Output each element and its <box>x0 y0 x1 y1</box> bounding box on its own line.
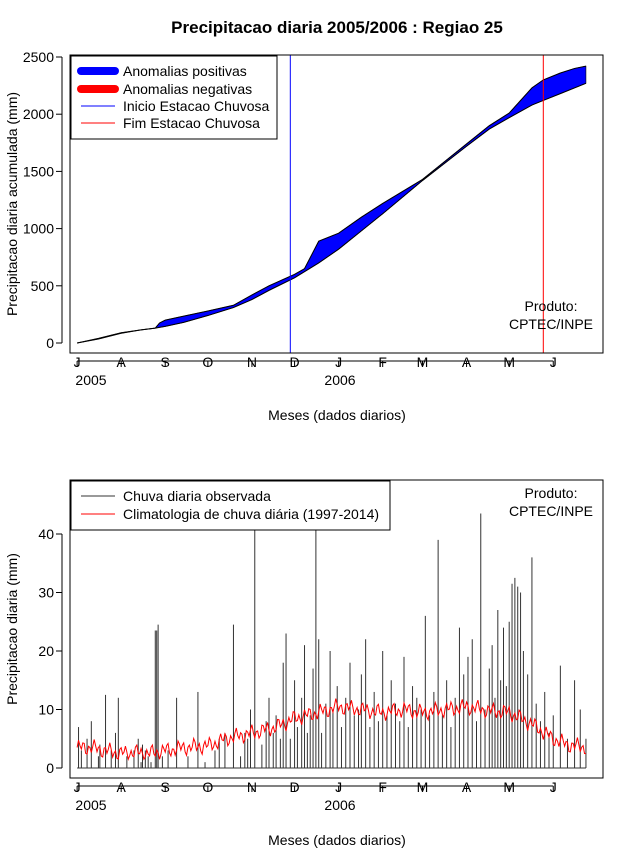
bottom-x-tick-label: J <box>550 779 557 795</box>
bottom-x-tick-label: O <box>202 779 213 795</box>
legend-label-start: Inicio Estacao Chuvosa <box>123 98 270 114</box>
bottom-year-label-2006: 2006 <box>324 797 355 813</box>
top-y-tick-label: 1000 <box>23 221 54 237</box>
bottom-y-axis-label: Precipitacao diaria (mm) <box>4 553 20 705</box>
legend-label-positive: Anomalias positivas <box>123 63 247 79</box>
bottom-x-tick-label: S <box>161 779 170 795</box>
top-annotation-line2: CPTEC/INPE <box>509 316 593 332</box>
climatology-line <box>76 698 586 761</box>
bottom-x-tick-label: M <box>503 779 515 795</box>
bottom-x-tick-label: D <box>290 779 300 795</box>
bottom-x-tick-label: A <box>116 779 126 795</box>
top-y-tick-label: 1500 <box>23 163 54 179</box>
bottom-y-tick-label: 30 <box>38 585 54 601</box>
bottom-annotation-line2: CPTEC/INPE <box>509 503 593 519</box>
top-x-tick-label: J <box>74 354 81 370</box>
bottom-y-tick-label: 10 <box>38 702 54 718</box>
top-y-tick-label: 2000 <box>23 106 54 122</box>
top-x-tick-label: M <box>503 354 515 370</box>
top-x-tick-label: J <box>335 354 342 370</box>
top-year-label-2005: 2005 <box>75 372 106 388</box>
bottom-legend-box <box>70 480 391 531</box>
bottom-plot-frame <box>69 479 604 779</box>
top-x-tick-label: F <box>378 354 387 370</box>
top-y-axis-label: Precipitacao diaria acumulada (mm) <box>4 92 20 316</box>
top-y-tick-label: 500 <box>31 278 55 294</box>
climatology-accumulated-line <box>77 82 587 344</box>
observed-accumulated-line <box>77 65 587 344</box>
top-x-tick-label: S <box>161 354 170 370</box>
bottom-x-tick-label: A <box>462 779 472 795</box>
top-y-tick-label: 0 <box>46 335 54 351</box>
bottom-year-label-2005: 2005 <box>75 797 106 813</box>
bottom-x-axis-label: Meses (dados diarios) <box>268 832 406 848</box>
top-y-tick-label: 2500 <box>23 49 54 65</box>
bottom-annotation-line1: Produto: <box>525 485 578 501</box>
bottom-y-tick-label: 20 <box>38 643 54 659</box>
legend-label-end: Fim Estacao Chuvosa <box>123 115 260 131</box>
top-x-tick-label: N <box>247 354 257 370</box>
top-annotation-line1: Produto: <box>525 298 578 314</box>
top-y-axis: 0 500 1000 1500 2000 2500 <box>23 49 63 351</box>
chart-title: Precipitacao diaria 2005/2006 : Regiao 2… <box>171 18 503 37</box>
legend-label-negative: Anomalias negativas <box>123 81 252 97</box>
top-legend: Anomalias positivas Anomalias negativas … <box>70 55 278 140</box>
bottom-y-tick-label: 0 <box>46 760 54 776</box>
top-x-tick-label: A <box>116 354 126 370</box>
bottom-x-tick-label: N <box>247 779 257 795</box>
bottom-y-tick-label: 40 <box>38 526 54 542</box>
legend-label-climatology: Climatologia de chuva diária (1997-2014) <box>123 506 379 522</box>
bottom-x-tick-label: J <box>335 779 342 795</box>
top-plot-frame <box>69 54 604 354</box>
bottom-x-tick-label: F <box>378 779 387 795</box>
top-x-tick-label: J <box>550 354 557 370</box>
legend-label-observed: Chuva diaria observada <box>123 488 271 504</box>
daily-rain-bars-group <box>77 513 587 769</box>
top-x-tick-label: O <box>202 354 213 370</box>
top-x-tick-label: D <box>290 354 300 370</box>
top-year-label-2006: 2006 <box>324 372 355 388</box>
bottom-legend: Chuva diaria observada Climatologia de c… <box>70 480 391 531</box>
top-x-axis-label: Meses (dados diarios) <box>268 407 406 423</box>
bottom-y-axis: 0 10 20 30 40 <box>38 526 63 776</box>
accumulated-lines-group <box>77 65 587 344</box>
top-x-tick-label: A <box>462 354 472 370</box>
bottom-x-tick-label: M <box>417 779 429 795</box>
top-x-tick-label: M <box>417 354 429 370</box>
bottom-x-tick-label: J <box>74 779 81 795</box>
